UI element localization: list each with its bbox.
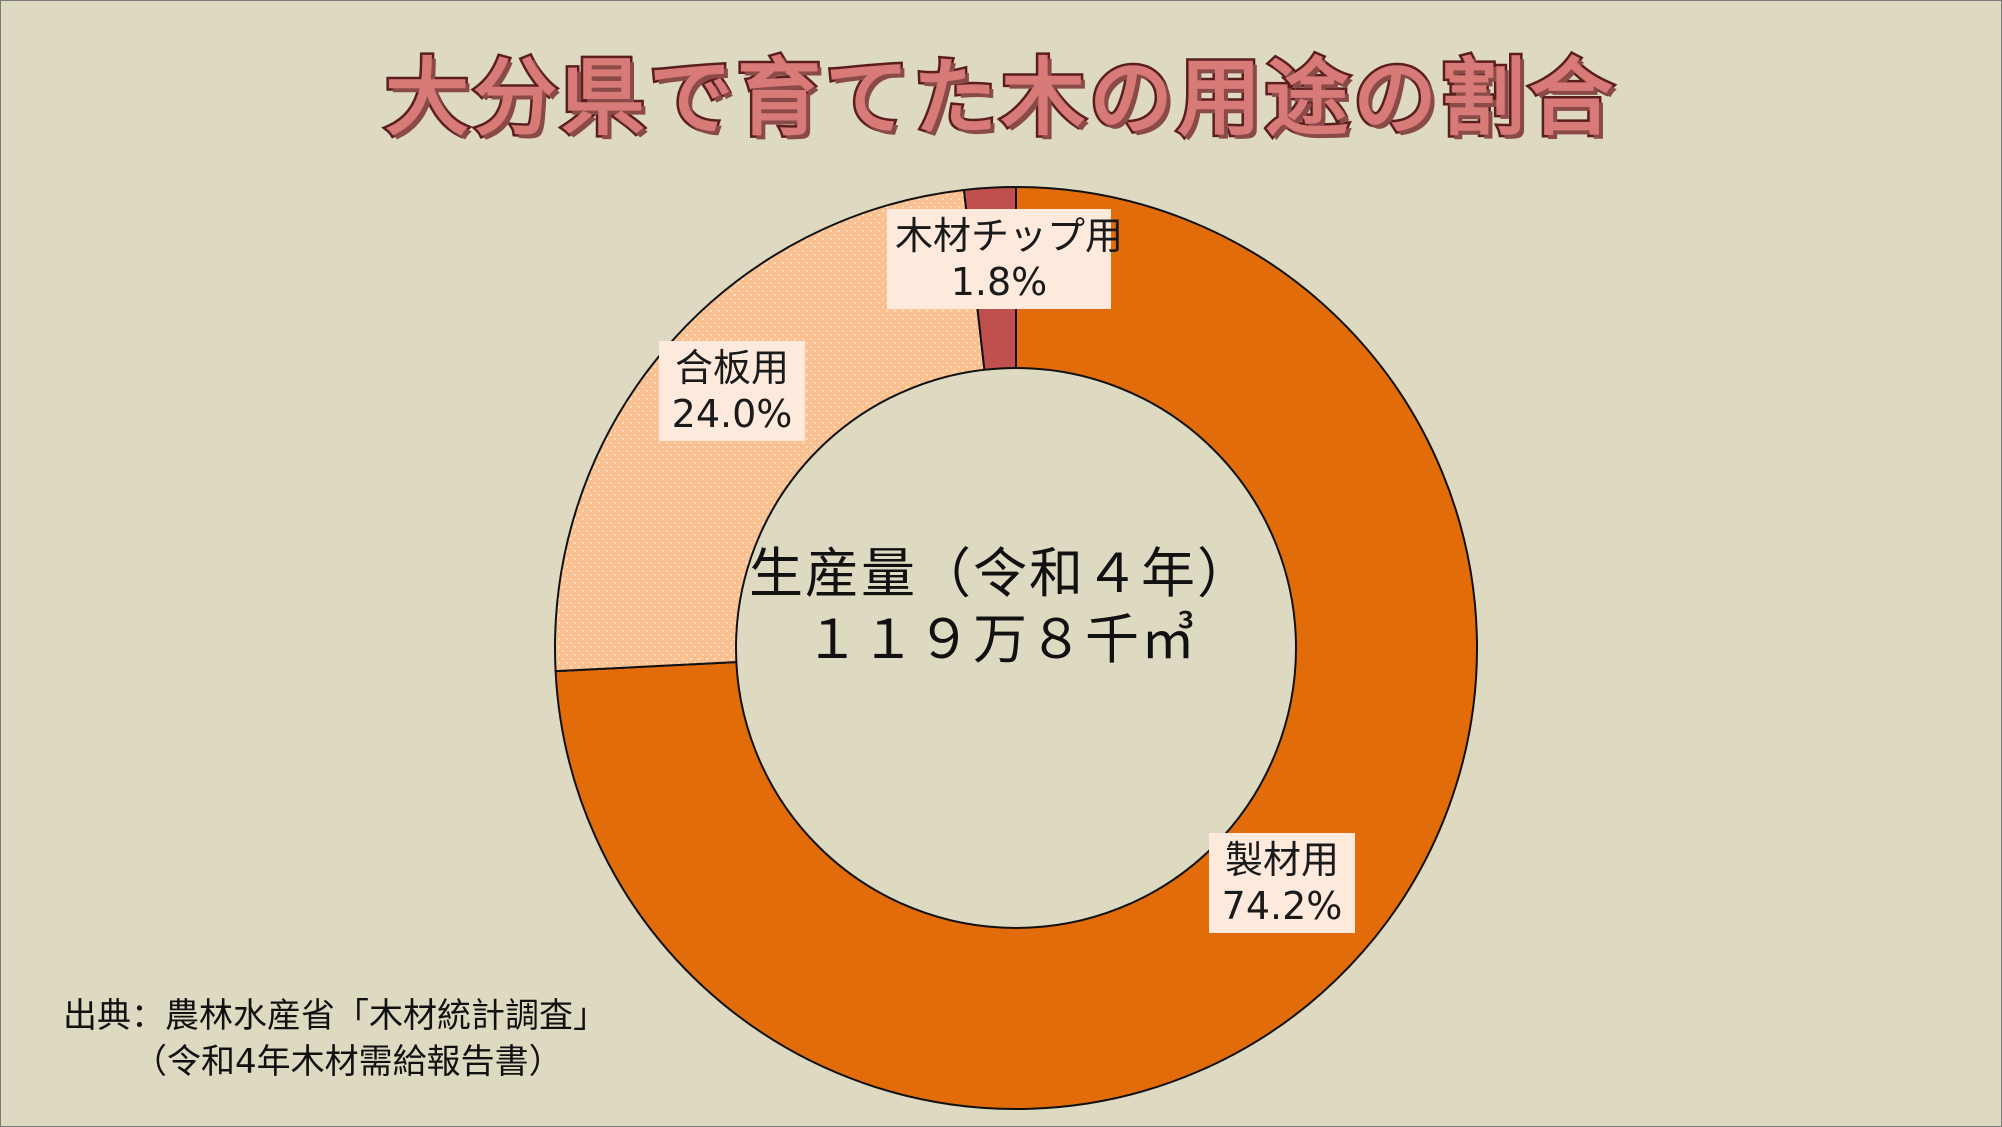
center-summary-value: １１９万８千㎥	[805, 608, 1197, 671]
source-line: 出典：農林水産省「木材統計調査」	[63, 996, 607, 1036]
slice-label-wood-chip: 木材チップ用 1.8%	[887, 209, 1124, 309]
slice-label-value: 24.0%	[671, 392, 793, 436]
slice-label-value: 1.8%	[950, 260, 1048, 304]
slice-label-plywood: 合板用 24.0%	[659, 341, 805, 441]
donut-hole	[735, 367, 1297, 929]
source-subline: （令和4年木材需給報告書）	[133, 1042, 563, 1082]
slice-label-name: 製材用	[1224, 838, 1339, 882]
center-summary-label: 生産量（令和４年）	[749, 542, 1253, 605]
slice-label-name: 合板用	[674, 346, 789, 390]
center-summary: 生産量（令和４年） １１９万８千㎥	[701, 541, 1301, 673]
chart-title: 大分県で育てた木の用途の割合	[382, 47, 1617, 150]
slice-label-lumber: 製材用 74.2%	[1209, 833, 1355, 933]
slice-label-value: 74.2%	[1221, 884, 1343, 928]
slice-label-name: 木材チップ用	[895, 214, 1124, 258]
source-note: 出典：農林水産省「木材統計調査」 （令和4年木材需給報告書）	[63, 993, 607, 1085]
